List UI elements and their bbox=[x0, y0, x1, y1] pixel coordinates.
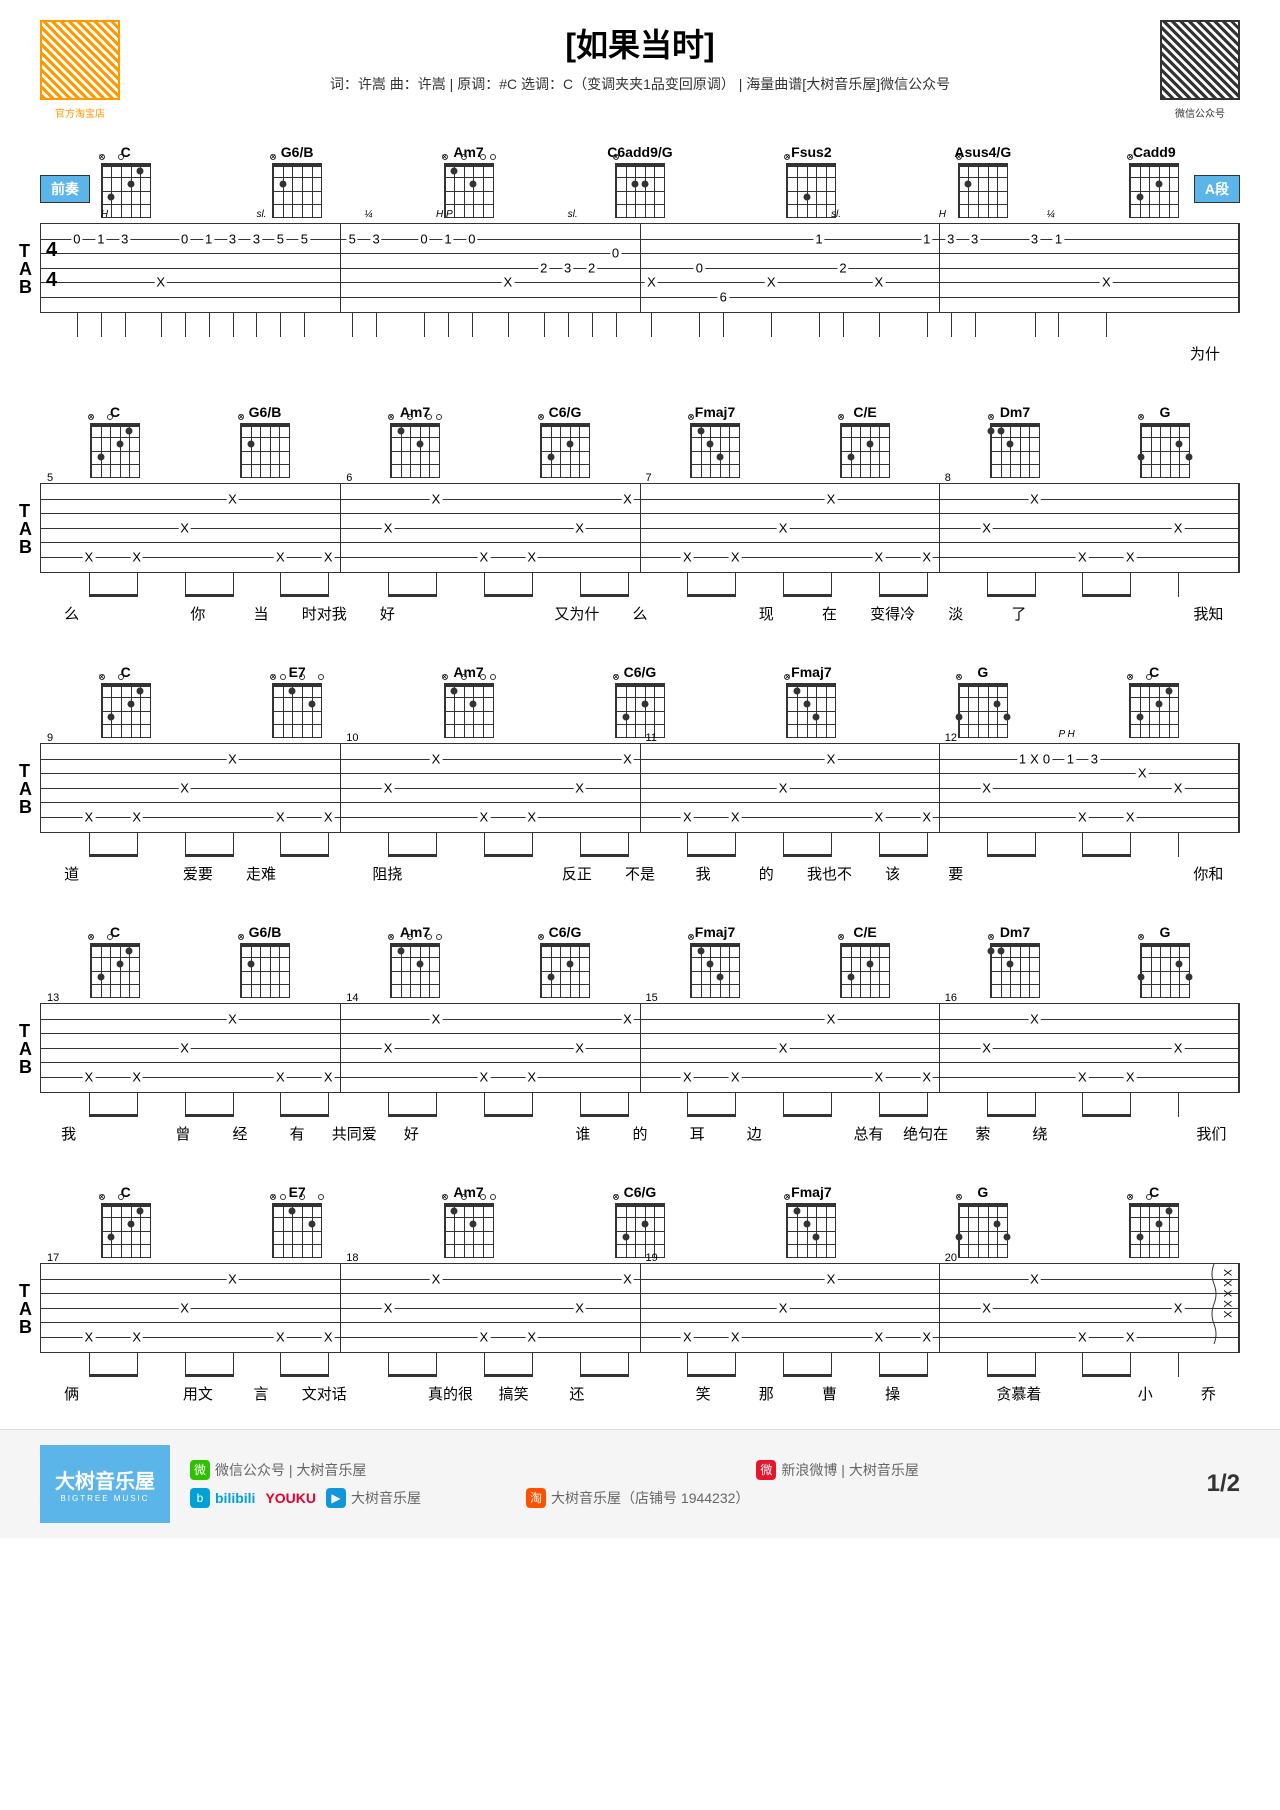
weibo-icon bbox=[551, 1460, 571, 1480]
bilibili-icon: b bbox=[190, 1488, 210, 1508]
tablature-content: C× G6/B× Am7× C6add9/G× Fsus2× Asus4/G× Cadd9×… bbox=[40, 144, 1240, 1404]
chord-G6/B: G6/B× bbox=[230, 404, 300, 478]
chord-G: G× bbox=[1130, 404, 1200, 478]
song-subtitle: 词：许嵩 曲：许嵩 | 原调：#C 选调：C（变调夹夹1品变回原调） | 海量曲… bbox=[40, 74, 1240, 94]
chord-C6/G: C6/G× bbox=[530, 404, 600, 478]
chord-Fmaj7: Fmaj7× bbox=[680, 404, 750, 478]
chord-Am7: Am7× bbox=[434, 144, 504, 218]
qr-wechat-label: 微信公众号 bbox=[1160, 105, 1240, 120]
chord-C: C× bbox=[91, 664, 161, 738]
chord-Fmaj7: Fmaj7× bbox=[680, 924, 750, 998]
wechat-icon: 微 bbox=[190, 1460, 210, 1480]
footer-youku: YOUKU bbox=[265, 1484, 316, 1512]
chord-Am7: Am7× bbox=[380, 404, 450, 478]
chord-Am7: Am7× bbox=[434, 1184, 504, 1258]
chord-C6add9/G: C6add9/G× bbox=[605, 144, 675, 218]
chord-E7: E7× bbox=[262, 664, 332, 738]
chord-Fmaj7: Fmaj7× bbox=[776, 1184, 846, 1258]
chord-C: C× bbox=[80, 404, 150, 478]
lyrics-row: 道爱要走难阻挠反正不是我的我也不该要你和 bbox=[40, 863, 1240, 884]
chord-G6/B: G6/B× bbox=[230, 924, 300, 998]
chord-C: C× bbox=[1119, 664, 1189, 738]
chord-G: G× bbox=[948, 1184, 1018, 1258]
lyrics-row: 我曾经有共同爱好谁的耳边总有绝句在萦绕我们 bbox=[40, 1123, 1240, 1144]
chord-C: C× bbox=[80, 924, 150, 998]
chord-C: C× bbox=[91, 1184, 161, 1258]
chord-Fsus2: Fsus2× bbox=[776, 144, 846, 218]
footer-wechat: 微信公众号 | 大树音乐屋 bbox=[215, 1456, 366, 1484]
footer: 大树音乐屋 BIGTREE MUSIC 微 微信公众号 | 大树音乐屋 微 新浪… bbox=[0, 1429, 1280, 1538]
chord-C: C× bbox=[1119, 1184, 1189, 1258]
chord-G6/B: G6/B× bbox=[262, 144, 332, 218]
weibo-icon: 微 bbox=[756, 1460, 776, 1480]
tencent-icon: ▶ bbox=[326, 1488, 346, 1508]
chord-C6/G: C6/G× bbox=[605, 1184, 675, 1258]
chord-C/E: C/E× bbox=[830, 924, 900, 998]
footer-video: 大树音乐屋 bbox=[351, 1484, 421, 1512]
chord-Asus4/G: Asus4/G× bbox=[948, 144, 1018, 218]
footer-links: 微 微信公众号 | 大树音乐屋 微 新浪微博 | 大树音乐屋 b bilibil… bbox=[190, 1456, 919, 1512]
chord-E7: E7× bbox=[262, 1184, 332, 1258]
page-number: 1/2 bbox=[1207, 1470, 1240, 1498]
lyrics-row: 么你当时对我好又为什么现在变得冷淡了我知 bbox=[40, 603, 1240, 624]
song-title: [如果当时] bbox=[40, 20, 1240, 66]
tab-staff-4: TABXXXXXXXXXXXXXXXXXXXXXXX17181920X X X … bbox=[40, 1263, 1240, 1353]
chord-C6/G: C6/G× bbox=[530, 924, 600, 998]
qr-taobao-label: 官方淘宝店 bbox=[40, 105, 120, 120]
footer-taobao: 大树音乐屋（店铺号 1944232） bbox=[551, 1484, 749, 1512]
chord-Dm7: Dm7× bbox=[980, 924, 1050, 998]
footer-weibo: 新浪微博 | 大树音乐屋 bbox=[781, 1456, 918, 1484]
tab-staff-1: TABXXXXXXXXXXXXXXXXXXXXXXX5678 bbox=[40, 483, 1240, 573]
chord-Dm7: Dm7× bbox=[980, 404, 1050, 478]
chord-C6/G: C6/G× bbox=[605, 664, 675, 738]
footer-logo: 大树音乐屋 BIGTREE MUSIC bbox=[40, 1445, 170, 1523]
chord-Fmaj7: Fmaj7× bbox=[776, 664, 846, 738]
footer-bilibili: bilibili bbox=[215, 1484, 255, 1512]
tab-staff-0: TAB44013X01335553010X2320X06X12X13331XHs… bbox=[40, 223, 1240, 313]
chord-G: G× bbox=[1130, 924, 1200, 998]
chord-C/E: C/E× bbox=[830, 404, 900, 478]
chord-C: C× bbox=[91, 144, 161, 218]
taobao-icon: 淘 bbox=[526, 1488, 546, 1508]
tab-staff-3: TABXXXXXXXXXXXXXXXXXXXXXXX13141516 bbox=[40, 1003, 1240, 1093]
tab-staff-2: TABXXXXXXXXXXXXXXXXXXXXXXX1013X9101112P … bbox=[40, 743, 1240, 833]
chord-Am7: Am7× bbox=[380, 924, 450, 998]
lyrics-row: 俩用文言文对话真的很搞笑还笑那曹操贪慕着小乔 bbox=[40, 1383, 1240, 1404]
chord-Am7: Am7× bbox=[434, 664, 504, 738]
chord-Cadd9: Cadd9× bbox=[1119, 144, 1189, 218]
chord-G: G× bbox=[948, 664, 1018, 738]
header: [如果当时] 词：许嵩 曲：许嵩 | 原调：#C 选调：C（变调夹夹1品变回原调… bbox=[40, 20, 1240, 94]
